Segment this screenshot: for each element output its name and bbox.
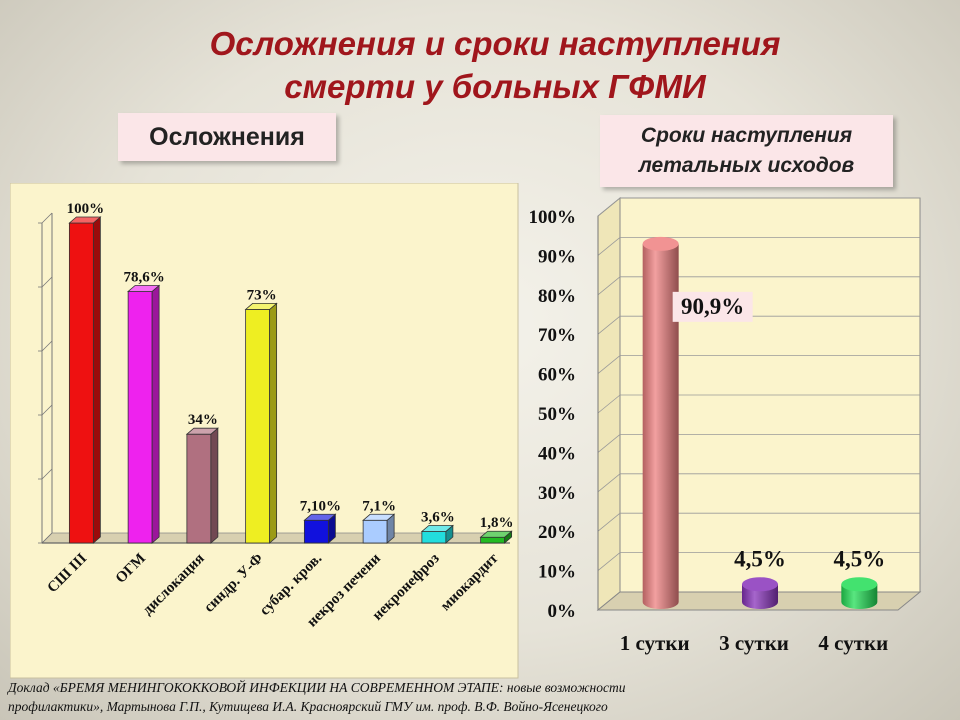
complications-bar-front <box>245 309 271 544</box>
death-timing-gridline-side <box>597 512 621 532</box>
death-timing-y-tick-label: 80% <box>538 286 576 307</box>
death-timing-gridline-side <box>597 394 621 414</box>
complications-data-label: 73% <box>247 287 277 303</box>
death-timing-data-label-box <box>672 291 753 322</box>
complications-data-label: 1,8% <box>480 515 514 531</box>
death-timing-bar-body <box>742 584 778 609</box>
death-timing-chart-y-axis: 0% 10% 20% 30% 40% 50% 60% 70% 80% 90% 100% <box>529 207 577 622</box>
death-timing-gridline-side <box>597 197 621 217</box>
complications-chart-gridline <box>41 404 53 416</box>
death-timing-y-tick-label: 40% <box>538 443 576 464</box>
complications-chart-gridline <box>41 532 53 544</box>
complications-bar-top <box>362 513 396 521</box>
slide-title-line2: смерти у больных ГФМИ <box>284 68 706 105</box>
complications-bar-front <box>421 531 447 544</box>
death-timing-y-tick-label: 50% <box>538 404 576 425</box>
death-timing-bar-top <box>642 236 679 251</box>
complications-bar-front <box>127 291 153 544</box>
death-timing-gridline-side <box>597 473 621 493</box>
death-timing-y-tick-label: 100% <box>529 207 577 228</box>
footnote: Доклад «БРЕМЯ МЕНИНГОКОККОВОЙ ИНФЕКЦИИ Н… <box>8 678 948 716</box>
death-timing-label: Сроки наступления летальных исходов <box>600 115 893 187</box>
death-timing-gridline-side <box>597 355 621 374</box>
complications-chart-gridline <box>41 468 53 480</box>
death-timing-y-tick-label: 20% <box>538 522 576 543</box>
death-timing-gridline-side <box>597 276 621 296</box>
complications-data-label: 7,1% <box>362 498 396 514</box>
death-timing-data-label: 4,5% <box>734 546 786 571</box>
complications-chart-data-labels: 100% 78,6% 34% 73% 7,10% 7,1% 3,6% 1,8% <box>67 201 514 531</box>
death-timing-y-tick-label: 90% <box>538 246 576 267</box>
death-timing-y-tick-label: 60% <box>538 365 576 386</box>
complications-bar-top <box>68 216 102 224</box>
complications-bar-front <box>186 433 212 544</box>
complications-bar-top <box>420 525 454 532</box>
complications-chart-bars <box>68 216 513 544</box>
death-timing-y-tick-label: 70% <box>538 325 576 346</box>
complications-data-label: 100% <box>67 201 105 217</box>
death-timing-bar-top <box>742 577 778 592</box>
death-timing-gridline-side <box>597 552 621 571</box>
complications-chart: 100%78,6%34%73%7,10% 7,1%3,6% 1,8% СШ III О… <box>10 183 519 679</box>
complications-label: Осложнения <box>118 113 336 161</box>
death-timing-y-tick-label: 0% <box>548 601 577 622</box>
complications-data-label: 3,6% <box>421 509 455 525</box>
death-timing-label-line2: летальных исходов <box>638 154 855 177</box>
complications-data-label: 78,6% <box>124 269 165 285</box>
complications-bar-side <box>210 427 219 544</box>
death-timing-y-tick-label: 10% <box>538 562 576 583</box>
death-timing-gridline-side <box>597 237 621 256</box>
death-timing-label-line1: Сроки наступления <box>640 124 853 147</box>
footnote-line1: Доклад «БРЕМЯ МЕНИНГОКОККОВОЙ ИНФЕКЦИИ Н… <box>8 680 626 695</box>
death-timing-gridline-side <box>597 434 621 453</box>
complications-chart-gridline <box>41 340 53 352</box>
complications-bar-front <box>480 536 506 544</box>
complications-data-label: 7,10% <box>300 498 341 514</box>
death-timing-chart-data-labels: 90,9% 4,5% 4,5% <box>672 291 885 571</box>
complications-bar-side <box>151 284 160 544</box>
death-timing-bar-body <box>841 584 878 609</box>
complications-bar-top <box>479 530 513 538</box>
death-timing-gridline-side <box>597 315 621 335</box>
complications-chart-gridline <box>41 276 53 288</box>
death-timing-chart-bars <box>642 236 878 609</box>
complications-bar-side <box>269 302 278 544</box>
death-timing-category-label: 3 сутки <box>719 631 789 655</box>
death-timing-chart: 0% 10% 20% 30% 40% 50% 60% 70% 80% 90% 100% 90,9% 4… <box>529 196 922 655</box>
complications-bar-top <box>185 427 219 435</box>
complications-bar-front <box>303 519 329 544</box>
complications-bar-front <box>362 519 388 544</box>
footnote-line2: профилактики», Мартынова Г.П., Кутищева … <box>8 699 608 714</box>
death-timing-chart-category-labels: 1 сутки 3 сутки 4 сутки <box>620 631 888 655</box>
complications-data-label: 34% <box>188 412 218 428</box>
slide-title: Осложнения и сроки наступления смерти у … <box>0 22 960 108</box>
death-timing-bar-top <box>841 577 878 592</box>
death-timing-data-label: 90,9% <box>681 294 744 319</box>
death-timing-data-label: 4,5% <box>833 546 885 571</box>
complications-bar-top <box>244 303 278 310</box>
death-timing-category-label: 1 сутки <box>620 631 690 655</box>
death-timing-y-tick-label: 30% <box>538 483 576 504</box>
complications-bar-side <box>92 216 101 544</box>
death-timing-category-label: 4 сутки <box>818 631 888 655</box>
complications-chart-gridline <box>41 212 53 224</box>
complications-bar-top <box>303 513 337 521</box>
death-timing-bar-body <box>642 243 679 609</box>
slide-title-line1: Осложнения и сроки наступления <box>209 25 781 62</box>
complications-bar-top <box>127 285 161 292</box>
complications-bar-front <box>68 222 94 544</box>
